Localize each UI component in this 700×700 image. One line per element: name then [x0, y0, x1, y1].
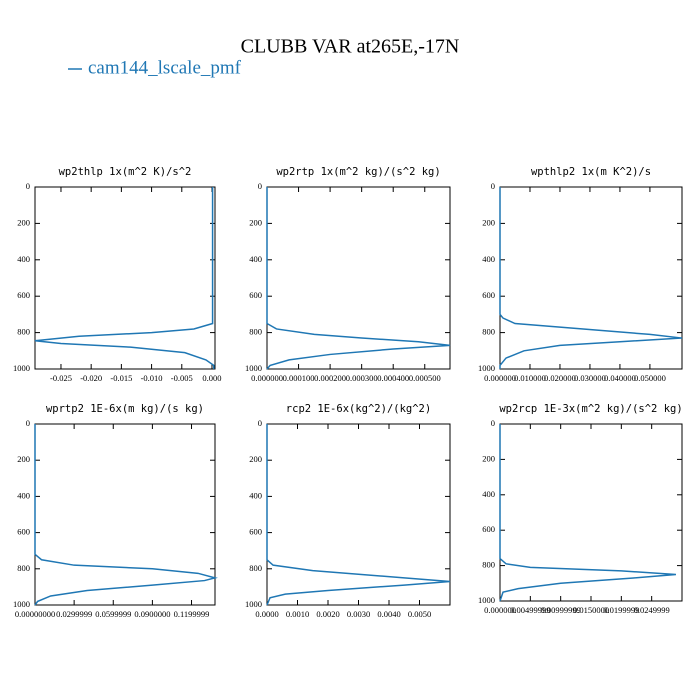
- y-tick-label: 600: [482, 524, 495, 534]
- x-tick-label: 0.0249999: [634, 605, 670, 615]
- y-tick-label: 600: [249, 290, 262, 300]
- x-tick-label: 0.0199999: [603, 605, 639, 615]
- x-tick-label: 0.000000: [251, 373, 283, 383]
- profile-line: [266, 424, 451, 606]
- x-tick-label: 0.020000: [544, 373, 576, 383]
- legend-label: cam144_lscale_pmf: [88, 57, 242, 78]
- panel-title: wpthlp2 1x(m K^2)/s: [531, 166, 651, 178]
- y-tick-label: 600: [17, 527, 30, 537]
- y-tick-label: 0: [258, 181, 262, 191]
- x-tick-label: 0.000100: [283, 373, 315, 383]
- x-tick-label: 0.1199999: [174, 609, 210, 619]
- y-tick-label: 0: [491, 418, 495, 428]
- profile-line: [499, 187, 683, 369]
- y-tick-label: 1000: [245, 363, 262, 373]
- y-tick-label: 1000: [13, 599, 30, 609]
- x-tick-label: 0.0150000: [573, 605, 609, 615]
- y-tick-label: 0: [26, 418, 30, 428]
- panel-title: wp2rcp 1E-3x(m^2 kg)/(s^2 kg): [499, 403, 682, 415]
- y-tick-label: 600: [17, 290, 30, 300]
- y-tick-label: 1000: [478, 363, 495, 373]
- x-tick-label: 0.0900000: [134, 609, 170, 619]
- x-tick-label: 0.000400: [377, 373, 409, 383]
- panel-title: wprtp2 1E-6x(m kg)/(s kg): [46, 403, 204, 415]
- y-tick-label: 400: [249, 490, 262, 500]
- x-tick-label: 0.0000: [255, 609, 278, 619]
- y-tick-label: 400: [482, 489, 495, 499]
- x-tick-label: 0.0010: [286, 609, 309, 619]
- y-tick-label: 200: [249, 217, 262, 227]
- plot-frame: [34, 186, 216, 370]
- x-tick-label: 0.000: [202, 373, 221, 383]
- x-tick-label: 0.000000: [484, 373, 516, 383]
- y-tick-label: 200: [249, 454, 262, 464]
- x-tick-label: -0.005: [171, 373, 193, 383]
- x-tick-label: 0.0020: [316, 609, 339, 619]
- x-tick-label: 0.000200: [314, 373, 346, 383]
- x-tick-label: 0.00499999: [510, 605, 550, 615]
- x-tick-label: 0.000300: [346, 373, 378, 383]
- y-tick-label: 0: [258, 418, 262, 428]
- profile-line: [34, 187, 215, 369]
- x-tick-label: -0.010: [141, 373, 163, 383]
- profile-line: [34, 424, 218, 606]
- y-tick-label: 400: [17, 490, 30, 500]
- x-tick-label: 0.00000000: [15, 609, 55, 619]
- y-tick-label: 600: [249, 527, 262, 537]
- x-tick-label: 0.040000: [604, 373, 636, 383]
- x-tick-label: 0.000500: [409, 373, 441, 383]
- y-tick-label: 1000: [478, 595, 495, 605]
- y-tick-label: 0: [491, 181, 495, 191]
- x-tick-label: 0.000000: [484, 605, 516, 615]
- y-tick-label: 200: [482, 217, 495, 227]
- y-tick-label: 800: [249, 563, 262, 573]
- y-tick-label: 200: [482, 453, 495, 463]
- y-tick-label: 800: [482, 560, 495, 570]
- y-tick-label: 0: [26, 181, 30, 191]
- x-tick-label: 0.050000: [634, 373, 666, 383]
- x-tick-label: -0.015: [110, 373, 132, 383]
- panel-title: wp2rtp 1x(m^2 kg)/(s^2 kg): [276, 166, 440, 178]
- x-tick-label: -0.020: [80, 373, 102, 383]
- x-tick-label: -0.025: [50, 373, 72, 383]
- y-tick-label: 1000: [245, 599, 262, 609]
- x-tick-label: 0.0050: [408, 609, 431, 619]
- x-tick-label: 0.00999999: [540, 605, 580, 615]
- y-tick-label: 1000: [13, 363, 30, 373]
- x-tick-label: 0.0599999: [95, 609, 131, 619]
- panel-title: rcp2 1E-6x(kg^2)/(kg^2): [286, 403, 431, 415]
- figure-title: CLUBB VAR at265E,-17N: [241, 36, 460, 58]
- profile-line: [499, 424, 676, 602]
- y-tick-label: 400: [482, 254, 495, 264]
- y-tick-label: 800: [17, 563, 30, 573]
- y-tick-label: 400: [17, 254, 30, 264]
- profile-line: [266, 187, 451, 370]
- x-tick-label: 0.0299999: [56, 609, 92, 619]
- x-tick-label: 0.0040: [377, 609, 400, 619]
- y-tick-label: 200: [17, 217, 30, 227]
- x-tick-label: 0.0030: [347, 609, 370, 619]
- y-tick-label: 800: [249, 327, 262, 337]
- x-tick-label: 0.030000: [574, 373, 606, 383]
- y-tick-label: 600: [482, 290, 495, 300]
- panel-title: wp2thlp 1x(m^2 K)/s^2: [59, 166, 192, 178]
- y-tick-label: 400: [249, 254, 262, 264]
- x-tick-label: 0.010000: [514, 373, 546, 383]
- y-tick-label: 800: [482, 327, 495, 337]
- y-tick-label: 200: [17, 454, 30, 464]
- y-tick-label: 800: [17, 327, 30, 337]
